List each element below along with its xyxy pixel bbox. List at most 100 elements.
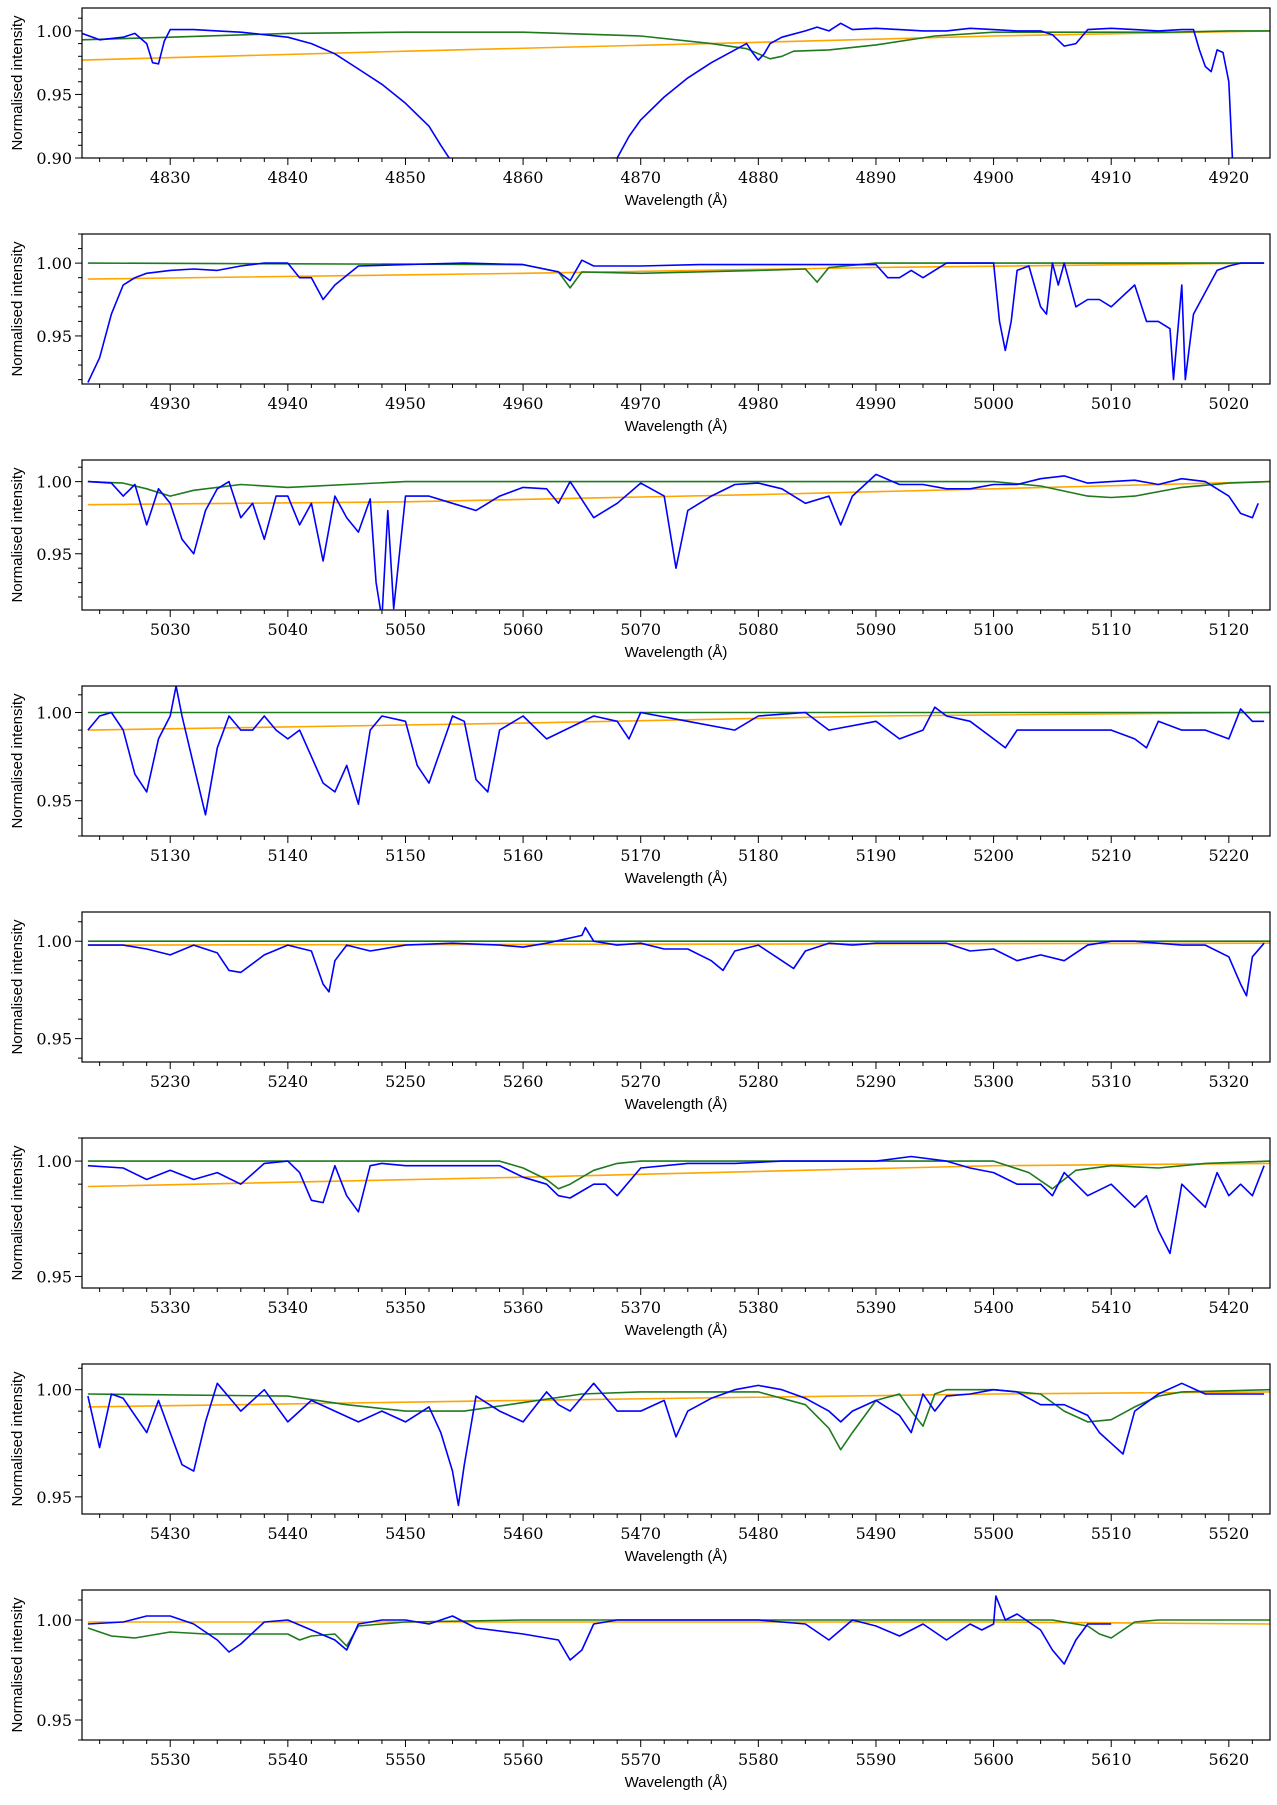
- x-tick-label: 5410: [1091, 1298, 1132, 1317]
- plot-frame: [81, 1589, 1271, 1741]
- x-tick-label: 4910: [1091, 168, 1132, 187]
- x-tick-label: 4930: [150, 394, 191, 413]
- observed-series-line: [82, 22, 1234, 158]
- x-tick-label: 5430: [150, 1524, 191, 1543]
- y-tick-label: 0.95: [36, 1711, 72, 1730]
- x-tick-label: 5060: [503, 620, 544, 639]
- x-tick-label: 4890: [856, 168, 897, 187]
- x-tick-label: 4860: [503, 168, 544, 187]
- x-tick-label: 5300: [973, 1072, 1014, 1091]
- x-tick-label: 5520: [1208, 1524, 1249, 1543]
- x-tick-label: 5440: [267, 1524, 308, 1543]
- y-tick-label: 0.90: [36, 149, 72, 168]
- spectrum-panel-4: 5130 5140 5150 5160 5170 5180 5190 5200 5210 5220…: [9, 685, 1271, 887]
- y-axis-label: Normalised intensity: [9, 15, 26, 151]
- y-tick-label: 1.00: [36, 22, 72, 41]
- x-tick-label: 5200: [973, 846, 1014, 865]
- y-axis-label: Normalised intensity: [9, 241, 26, 377]
- x-axis-label: Wavelength (Å): [625, 644, 728, 661]
- y-axis-label: Normalised intensity: [9, 467, 26, 603]
- spectrum-panel-2: 4930 4940 4950 4960 4970 4980 4990 5000 5010 5020…: [9, 233, 1271, 435]
- y-tick-label: 0.95: [36, 327, 72, 346]
- x-tick-label: 5220: [1208, 846, 1249, 865]
- x-tick-label: 5150: [385, 846, 426, 865]
- x-tick-label: 5560: [503, 1750, 544, 1769]
- x-tick-label: 5340: [267, 1298, 308, 1317]
- model-green-series-line: [82, 30, 1270, 60]
- x-tick-label: 5140: [267, 846, 308, 865]
- x-tick-label: 5470: [620, 1524, 661, 1543]
- x-tick-label: 5000: [973, 394, 1014, 413]
- x-tick-label: 4940: [267, 394, 308, 413]
- spectrum-panel-1: 4830 4840 4850 4860 4870 4880 4890 4900 4910 4920…: [9, 7, 1271, 209]
- x-tick-label: 5160: [503, 846, 544, 865]
- x-axis-label: Wavelength (Å): [625, 192, 728, 209]
- model-orange-series-line: [87, 942, 1270, 946]
- plot-frame: [81, 7, 1271, 159]
- model-orange-series-line: [87, 1162, 1270, 1188]
- x-tick-label: 5100: [973, 620, 1014, 639]
- x-tick-label: 5230: [150, 1072, 191, 1091]
- x-axis-label: Wavelength (Å): [625, 1096, 728, 1113]
- x-tick-label: 5360: [503, 1298, 544, 1317]
- x-tick-label: 5330: [150, 1298, 191, 1317]
- x-tick-label: 5110: [1091, 620, 1132, 639]
- x-tick-label: 5050: [385, 620, 426, 639]
- x-tick-label: 5180: [738, 846, 779, 865]
- x-tick-label: 5290: [856, 1072, 897, 1091]
- x-tick-label: 5130: [150, 846, 191, 865]
- model-orange-series-line: [87, 262, 1265, 280]
- y-tick-label: 0.95: [36, 545, 72, 564]
- y-tick-label: 0.95: [36, 1488, 72, 1507]
- x-tick-label: 5460: [503, 1524, 544, 1543]
- x-tick-label: 4990: [856, 394, 897, 413]
- x-tick-label: 5170: [620, 846, 661, 865]
- x-tick-label: 5040: [267, 620, 308, 639]
- x-tick-label: 5580: [738, 1750, 779, 1769]
- x-tick-label: 4880: [738, 168, 779, 187]
- x-tick-label: 5400: [973, 1298, 1014, 1317]
- y-tick-label: 0.95: [36, 85, 72, 104]
- x-axis-label: Wavelength (Å): [625, 1548, 728, 1565]
- x-tick-label: 5600: [973, 1750, 1014, 1769]
- x-axis-label: Wavelength (Å): [625, 418, 728, 435]
- x-tick-label: 5490: [856, 1524, 897, 1543]
- observed-series-line: [87, 1155, 1265, 1255]
- spectrum-panel-5: 5230 5240 5250 5260 5270 5280 5290 5300 5310 5320…: [9, 911, 1271, 1113]
- x-tick-label: 4870: [620, 168, 661, 187]
- x-tick-label: 5620: [1208, 1750, 1249, 1769]
- model-green-series-line: [87, 262, 1265, 289]
- x-tick-label: 5550: [385, 1750, 426, 1769]
- x-tick-label: 5420: [1208, 1298, 1249, 1317]
- x-tick-label: 4980: [738, 394, 779, 413]
- y-tick-label: 1.00: [36, 1381, 72, 1400]
- x-tick-label: 5380: [738, 1298, 779, 1317]
- x-tick-label: 4850: [385, 168, 426, 187]
- plot-frame: [81, 459, 1271, 611]
- x-tick-label: 5030: [150, 620, 191, 639]
- y-tick-label: 0.95: [36, 1030, 72, 1049]
- observed-series-line: [87, 1595, 1112, 1665]
- plot-frame: [81, 685, 1271, 837]
- x-tick-label: 4830: [150, 168, 191, 187]
- x-tick-label: 5190: [856, 846, 897, 865]
- x-tick-label: 5350: [385, 1298, 426, 1317]
- model-green-series-line: [87, 1160, 1270, 1190]
- y-axis-label: Normalised intensity: [9, 919, 26, 1055]
- spectrum-panel-7: 5430 5440 5450 5460 5470 5480 5490 5500 5510 5520…: [9, 1363, 1271, 1565]
- spectrum-panel-8: 5530 5540 5550 5560 5570 5580 5590 5600 5610 5620…: [9, 1589, 1271, 1791]
- model-orange-series-line: [87, 1621, 1270, 1625]
- x-tick-label: 5370: [620, 1298, 661, 1317]
- observed-series-line: [87, 1382, 1265, 1507]
- x-tick-label: 5530: [150, 1750, 191, 1769]
- spectrum-panel-3: 5030 5040 5050 5060 5070 5080 5090 5100 5110 5120…: [9, 459, 1271, 661]
- y-tick-label: 1.00: [36, 703, 72, 722]
- x-tick-label: 4900: [973, 168, 1014, 187]
- x-tick-label: 4920: [1208, 168, 1249, 187]
- x-tick-label: 5210: [1091, 846, 1132, 865]
- observed-series-line: [87, 686, 1265, 816]
- spectrum-panel-6: 5330 5340 5350 5360 5370 5380 5390 5400 5410 5420…: [9, 1137, 1271, 1339]
- y-axis-label: Normalised intensity: [9, 1371, 26, 1507]
- x-tick-label: 5010: [1091, 394, 1132, 413]
